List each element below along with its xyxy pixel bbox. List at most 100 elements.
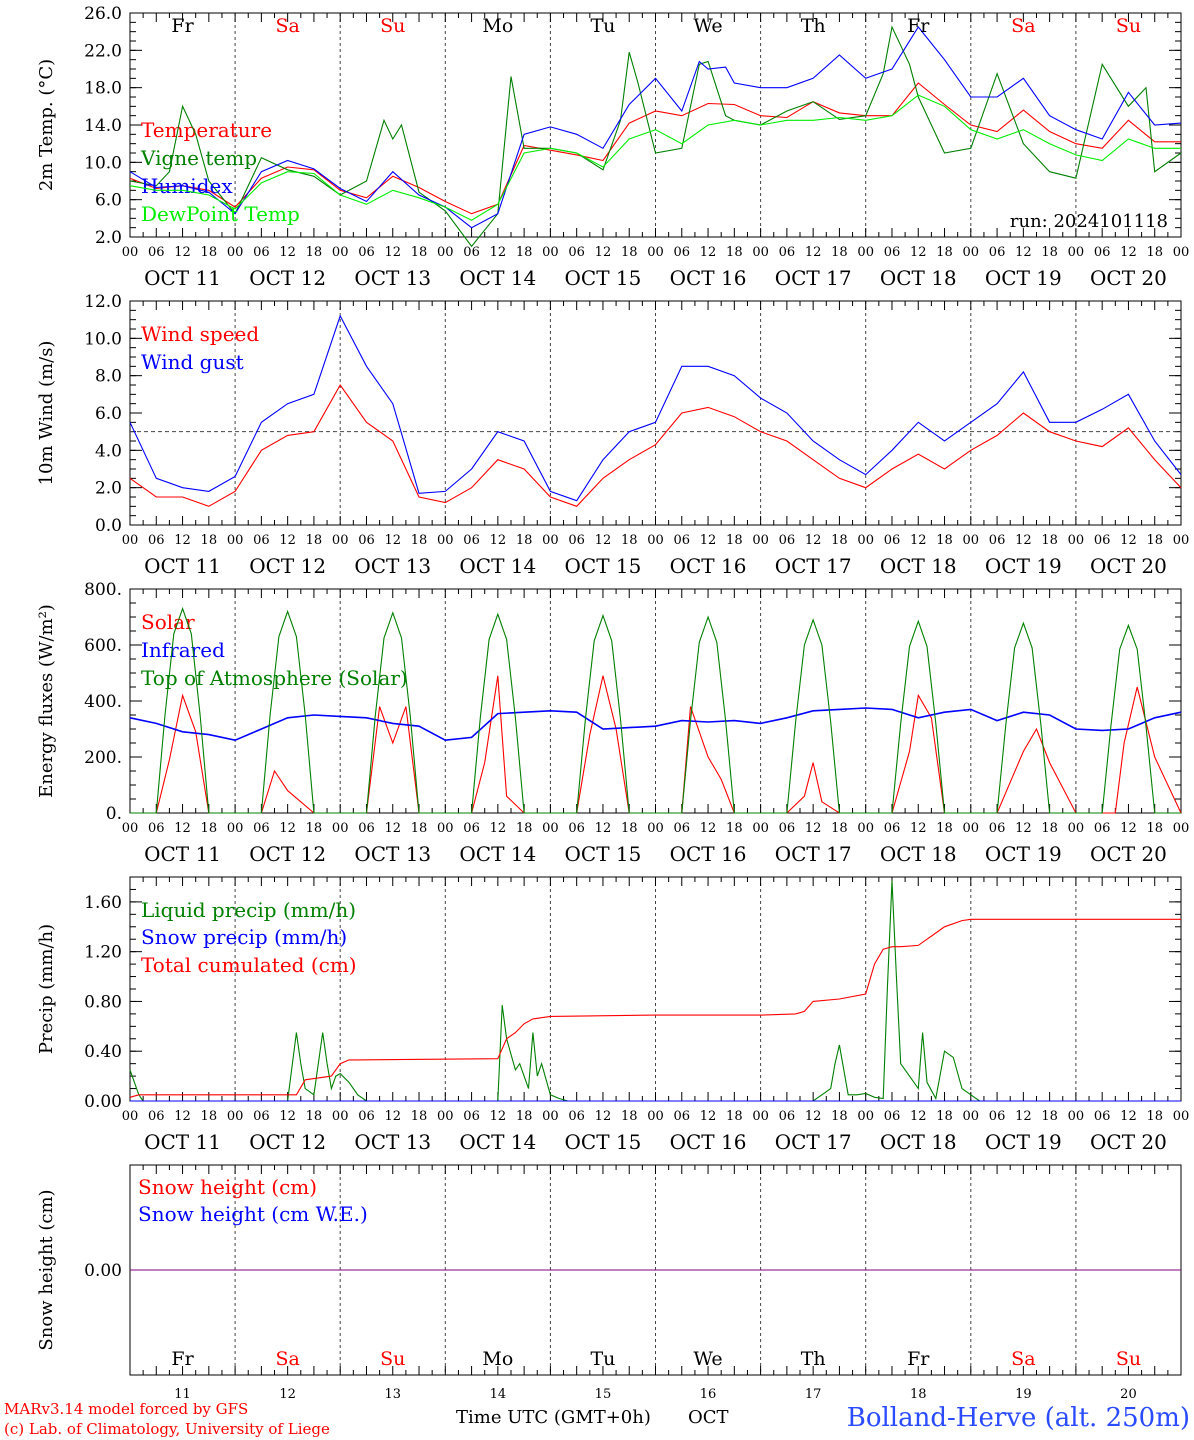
weekday-label: Mo (482, 1348, 513, 1370)
hour-tick-label: 12 (1015, 533, 1032, 548)
hour-tick-label: 00 (1173, 533, 1190, 548)
series-line-green (129, 880, 1181, 1102)
legend-entry: Total cumulated (cm) (141, 953, 357, 977)
legend-entry: Solar (141, 610, 195, 634)
legend-entry: Snow precip (mm/h) (141, 925, 347, 949)
weekday-label: Sa (275, 1348, 299, 1370)
month-label: OCT (688, 1407, 729, 1428)
hour-tick-label: 18 (936, 533, 953, 548)
hour-tick-label: 06 (463, 1109, 480, 1124)
hour-tick-label: 12 (1120, 1109, 1137, 1124)
hour-tick-label: 06 (253, 821, 270, 836)
hour-tick-label: 06 (463, 245, 480, 260)
hour-tick-label: 06 (463, 821, 480, 836)
y-tick-label: 18.0 (84, 79, 122, 99)
hour-tick-label: 18 (726, 1109, 743, 1124)
hour-tick-label: 00 (1173, 1109, 1190, 1124)
hour-tick-label: 12 (1015, 245, 1032, 260)
date-label: OCT 15 (565, 266, 642, 290)
hour-tick-label: 12 (805, 533, 822, 548)
hour-tick-label: 06 (358, 245, 375, 260)
hour-tick-label: 00 (647, 533, 664, 548)
hour-tick-label: 18 (936, 245, 953, 260)
hour-tick-label: 12 (490, 533, 507, 548)
y-axis-label: 2m Temp. (°C) (36, 59, 57, 191)
hour-tick-label: 00 (647, 821, 664, 836)
hour-tick-label: 18 (621, 1109, 638, 1124)
hour-tick-label: 00 (227, 821, 244, 836)
y-tick-label: 2.0 (95, 479, 122, 499)
hour-tick-label: 06 (358, 1109, 375, 1124)
hour-tick-label: 06 (674, 533, 691, 548)
series-line-red (129, 383, 1182, 507)
y-axis-label: Energy fluxes (W/m²) (36, 604, 57, 798)
hour-tick-label: 00 (647, 245, 664, 260)
hour-tick-label: 12 (174, 821, 191, 836)
y-tick-label: 12.0 (84, 292, 122, 312)
hour-tick-label: 18 (306, 533, 323, 548)
weekday-label: We (693, 15, 722, 37)
series-line-red (129, 918, 1181, 1098)
weekday-label: Fr (171, 15, 194, 37)
weekday-label: Tu (590, 1348, 615, 1370)
hour-tick-label: 12 (1120, 821, 1137, 836)
legend-entry: Vigne temp (140, 146, 257, 170)
hour-tick-label: 12 (595, 1109, 612, 1124)
hour-tick-label: 12 (805, 821, 822, 836)
temperature-panel: 2.0 6.0 10.0 14.0 18.0 22.0 26.0 2m Temp. (°C) T… (36, 4, 1189, 290)
hour-tick-label: 00 (857, 533, 874, 548)
date-label: OCT 20 (1090, 842, 1167, 866)
weekday-label: Fr (171, 1348, 194, 1370)
hour-tick-label: 00 (437, 1109, 454, 1124)
weekday-label: Su (1116, 15, 1141, 37)
y-tick-label: 0.00 (84, 1092, 122, 1112)
hour-tick-label: 12 (1120, 245, 1137, 260)
snow-height-panel: 0.00 Snow height (cm) Snow height (cm) Snow… (36, 1164, 1182, 1402)
legend-entry: DewPoint Temp (141, 202, 300, 226)
weekday-label: Sa (1011, 1348, 1035, 1370)
hour-tick-label: 06 (568, 533, 585, 548)
hour-tick-label: 00 (857, 1109, 874, 1124)
weekday-label: Fr (907, 1348, 930, 1370)
hour-tick-label: 00 (122, 245, 139, 260)
date-label: OCT 11 (144, 266, 221, 290)
legend-entry: Wind speed (141, 322, 259, 346)
hour-tick-label: 18 (201, 245, 218, 260)
hour-tick-label: 00 (332, 245, 349, 260)
date-label: OCT 18 (880, 842, 957, 866)
hour-tick-label: 12 (700, 533, 717, 548)
hour-tick-label: 18 (411, 1109, 428, 1124)
hour-tick-label: 06 (884, 1109, 901, 1124)
legend-entry: Wind gust (141, 350, 244, 374)
hour-tick-label: 18 (621, 821, 638, 836)
y-tick-label: 0.40 (84, 1042, 122, 1062)
hour-tick-label: 06 (779, 533, 796, 548)
hour-tick-label: 12 (279, 821, 296, 836)
hour-tick-label: 12 (174, 1109, 191, 1124)
date-label: OCT 16 (670, 1130, 747, 1154)
hour-tick-label: 06 (674, 1109, 691, 1124)
temperature-run-annotation: run: 2024101118 (1010, 211, 1168, 232)
hour-tick-label: 00 (122, 821, 139, 836)
date-label: OCT 12 (249, 1130, 326, 1154)
hour-tick-label: 00 (122, 533, 139, 548)
y-tick-label: 1.20 (84, 943, 122, 963)
y-tick-label: 4.0 (95, 441, 122, 461)
weekday-label: Tu (590, 15, 615, 37)
hour-tick-label: 06 (148, 533, 165, 548)
model-credit: MARv3.14 model forced by GFS (4, 1400, 248, 1418)
hour-tick-label: 06 (989, 533, 1006, 548)
hour-tick-label: 18 (411, 533, 428, 548)
date-label: OCT 12 (249, 842, 326, 866)
hour-tick-label: 00 (332, 821, 349, 836)
hour-tick-label: 12 (384, 533, 401, 548)
hour-tick-label: 00 (857, 821, 874, 836)
hour-tick-label: 06 (884, 533, 901, 548)
hour-tick-label: 18 (516, 821, 533, 836)
y-tick-label: 2.0 (95, 228, 122, 248)
legend-entry: Humidex (141, 174, 233, 198)
y-tick-label: 6.0 (95, 191, 122, 211)
hour-tick-label: 18 (1041, 245, 1058, 260)
hour-tick-label: 00 (752, 1109, 769, 1124)
hour-tick-label: 06 (358, 533, 375, 548)
